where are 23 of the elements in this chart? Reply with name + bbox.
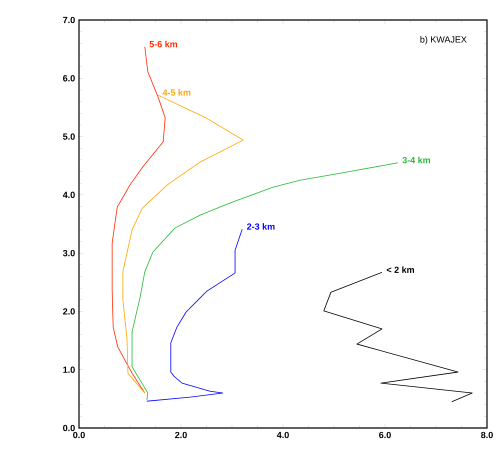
y-tick-label: 3.0	[62, 250, 75, 256]
x-tick-label: 2.0	[175, 432, 187, 438]
line-series	[146, 228, 243, 402]
y-tick-label: 4.0	[62, 192, 75, 198]
series-label: 3-4 km	[402, 156, 430, 164]
series-label: 4-5 km	[162, 89, 190, 96]
x-tick-label: 4.0	[276, 432, 289, 438]
line-series	[323, 272, 473, 402]
y-tick-label: 5.0	[63, 133, 75, 140]
y-tick-label: 1.0	[63, 366, 75, 373]
y-tick-label: 7.0	[63, 16, 75, 24]
y-tick-label: 6.0	[63, 75, 75, 82]
x-tick-label: 0.0	[73, 432, 85, 438]
series-label: 5-6 km	[150, 40, 178, 48]
annotation: b) KWAJEX	[420, 36, 467, 44]
series-label: 2-3 km	[246, 223, 275, 230]
x-tick-label: 8.0	[481, 432, 493, 438]
x-tick-label: 6.0	[379, 432, 391, 438]
series-label: < 2 km	[386, 266, 414, 273]
y-tick-label: 2.0	[63, 308, 75, 315]
line-series	[122, 94, 244, 394]
y-tick-label: 0.0	[63, 424, 75, 432]
line-series	[132, 162, 398, 400]
